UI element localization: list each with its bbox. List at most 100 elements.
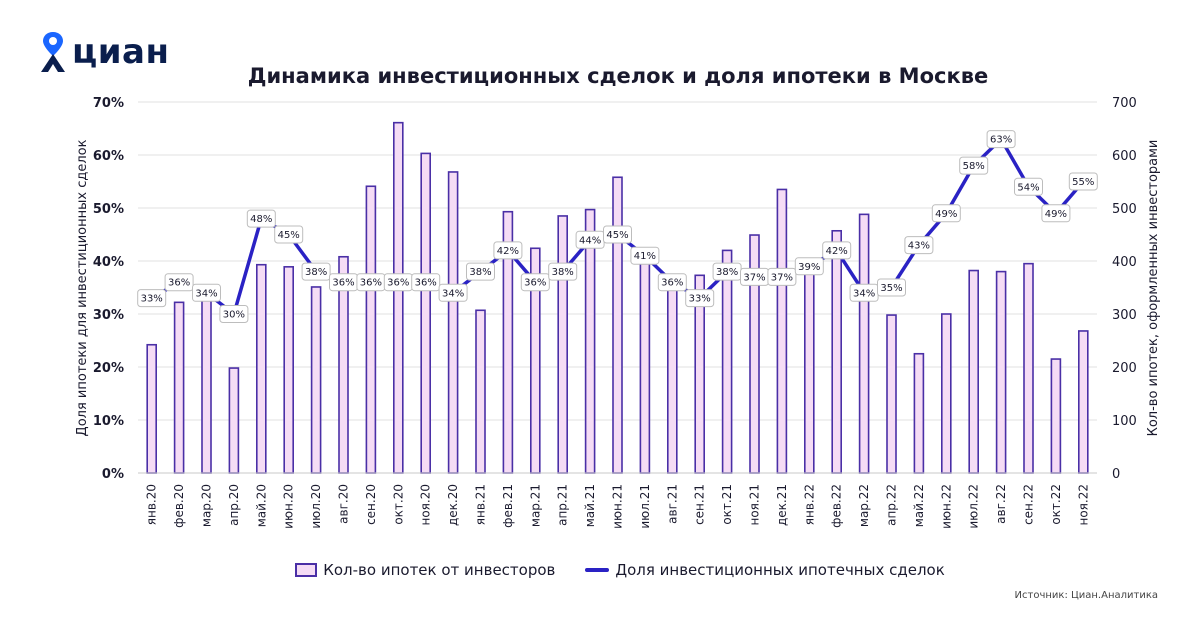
y-tick-label-right: 600 <box>1112 149 1137 164</box>
data-label-box <box>877 278 906 297</box>
x-tick-label: фев.22 <box>830 484 844 528</box>
bar <box>913 352 925 474</box>
x-tick-label: июн.20 <box>282 484 296 529</box>
data-label-box <box>986 130 1016 149</box>
data-label: 39% <box>798 262 820 273</box>
bar <box>803 263 815 474</box>
bar <box>365 185 377 474</box>
data-label: 38% <box>469 267 491 278</box>
y-tick-label-left: 30% <box>93 308 124 323</box>
x-tick-label: май.22 <box>912 484 926 527</box>
x-tick-label: май.20 <box>254 484 268 527</box>
bar <box>940 313 952 474</box>
y-tick-label-left: 60% <box>93 149 124 164</box>
y-tick-label-left: 50% <box>93 202 124 217</box>
x-tick-label: авг.20 <box>337 484 351 524</box>
data-label-box <box>411 273 441 292</box>
data-label-box <box>192 283 221 302</box>
chart-title: Динамика инвестиционных сделок и доля ип… <box>247 64 989 88</box>
x-tick-label: ноя.20 <box>419 484 433 526</box>
data-label: 49% <box>1045 209 1067 220</box>
legend-label-bars: Кол-во ипотек от инвесторов <box>323 561 556 579</box>
data-label: 38% <box>552 267 574 278</box>
data-label: 34% <box>853 288 875 299</box>
data-label: 36% <box>524 278 546 289</box>
data-label-box <box>1068 172 1098 191</box>
data-label: 48% <box>250 214 272 225</box>
data-label: 36% <box>661 278 683 289</box>
bar <box>584 208 596 474</box>
data-label: 49% <box>935 209 957 220</box>
data-label: 36% <box>415 278 437 289</box>
x-tick-label: янв.20 <box>145 484 159 525</box>
data-label: 34% <box>442 288 464 299</box>
data-label-box <box>274 225 304 244</box>
data-label-box <box>466 262 495 281</box>
bar <box>968 269 980 474</box>
bar <box>173 301 185 474</box>
bar <box>831 229 843 474</box>
bar <box>146 343 157 474</box>
data-label-box <box>794 257 824 276</box>
data-label-box <box>137 289 167 308</box>
data-label: 33% <box>141 294 163 305</box>
x-tick-label: янв.22 <box>802 484 816 525</box>
data-label-box <box>603 225 632 244</box>
bar <box>310 286 322 474</box>
data-label-box <box>657 273 687 292</box>
data-label: 38% <box>305 267 327 278</box>
data-label: 36% <box>360 278 382 289</box>
legend-swatch-line <box>585 568 610 572</box>
x-tick-label: окт.20 <box>391 484 405 525</box>
data-label-box <box>164 273 194 292</box>
y-tick-label-left: 70% <box>93 96 124 111</box>
data-label: 34% <box>195 288 217 299</box>
x-tick-label: июл.20 <box>309 484 323 529</box>
bar <box>721 249 733 474</box>
y-tick-label-right: 100 <box>1112 414 1137 429</box>
data-label-box <box>246 209 276 228</box>
bar <box>1078 330 1089 474</box>
y-tick-label-right: 0 <box>1112 467 1120 482</box>
x-tick-label: дек.21 <box>775 484 789 526</box>
x-tick-label: сен.22 <box>1022 484 1036 525</box>
legend-label-line: Доля инвестиционных ипотечных сделок <box>615 561 945 579</box>
x-tick-label: ноя.22 <box>1076 484 1090 526</box>
x-tick-label: мар.20 <box>200 484 214 527</box>
data-label: 43% <box>908 241 930 252</box>
bar <box>420 152 432 474</box>
data-label-box <box>520 273 550 292</box>
bar <box>666 284 678 474</box>
y-tick-label-left: 40% <box>93 255 124 270</box>
y-tick-label-right: 200 <box>1112 361 1137 376</box>
x-tick-label: сен.20 <box>364 484 378 525</box>
y-tick-label-right: 400 <box>1112 255 1137 270</box>
y-tick-label-right: 700 <box>1112 96 1137 111</box>
brand-name: циан <box>72 32 170 72</box>
data-label-box <box>685 289 715 308</box>
data-label: 36% <box>387 278 409 289</box>
data-label: 42% <box>826 246 848 257</box>
data-label: 37% <box>771 272 793 283</box>
data-label-box <box>493 241 523 260</box>
legend-item-line: Доля инвестиционных ипотечных сделок <box>585 561 945 579</box>
bar <box>447 171 459 474</box>
bar <box>201 298 212 474</box>
bar <box>776 188 788 474</box>
data-label: 36% <box>332 278 354 289</box>
bar <box>639 258 651 474</box>
legend-swatch-bar <box>295 563 318 577</box>
x-tick-label: апр.21 <box>556 484 570 526</box>
data-label-box <box>1014 177 1043 196</box>
legend-item-bars: Кол-во ипотек от инвесторов <box>295 561 555 579</box>
data-label-box <box>438 283 468 302</box>
x-tick-label: июл.22 <box>967 484 981 529</box>
data-label: 55% <box>1072 177 1094 188</box>
data-label-box <box>822 241 852 260</box>
bar <box>255 263 267 474</box>
y-tick-label-right: 300 <box>1112 308 1137 323</box>
data-label: 30% <box>223 310 245 321</box>
data-label: 44% <box>579 235 601 246</box>
data-label: 36% <box>168 278 190 289</box>
